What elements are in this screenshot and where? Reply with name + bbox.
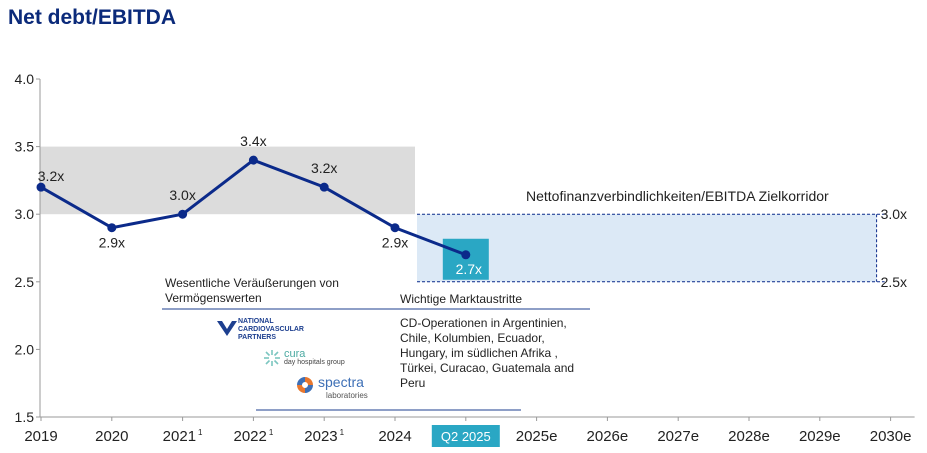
- x-tick-label: 2021 1: [163, 428, 203, 445]
- y-tick-label: 3.5: [15, 139, 35, 155]
- ncp-logo-line1: NATIONAL: [238, 318, 274, 325]
- y-tick-label: 2.0: [15, 341, 35, 357]
- data-point: [36, 182, 46, 192]
- x-tick-superscript: 1: [269, 428, 274, 437]
- latest-value-highlight: [442, 238, 489, 280]
- exits-text: CD-Operationen in Argentinien, Chile, Ko…: [400, 316, 575, 390]
- exits-title: Wichtige Marktaustritte: [400, 292, 523, 306]
- cura-logo-sub: day hospitals group: [284, 359, 345, 366]
- y-tick-label: 3.0: [15, 206, 35, 222]
- data-point: [390, 223, 400, 233]
- spectra-logo-name: spectra: [318, 374, 364, 390]
- data-point: [178, 209, 188, 219]
- cura-logo-name: cura: [284, 348, 306, 360]
- page-title: Net debt/EBITDA: [8, 6, 176, 29]
- x-tick-label: Q2 2025: [441, 429, 491, 444]
- y-tick-label: 2.5: [15, 274, 35, 290]
- x-tick-superscript: 1: [198, 428, 203, 437]
- x-tick-label: 2026e: [587, 428, 629, 445]
- target-corridor-low-label: 2.5x: [881, 274, 907, 290]
- x-tick-highlight: [431, 425, 500, 447]
- data-label: 2.7x: [456, 261, 482, 277]
- data-label: 2.9x: [99, 235, 125, 251]
- x-tick-superscript: 1: [340, 428, 345, 437]
- spectra-logo-icon: [297, 377, 313, 393]
- x-tick-label: 2028e: [728, 428, 770, 445]
- data-label: 2.9x: [382, 235, 408, 251]
- spectra-logo: spectra laboratories: [296, 374, 396, 402]
- ncp-logo-line2: CARDIOVASCULAR: [238, 326, 304, 333]
- cura-logo: cura day hospitals group: [262, 348, 382, 370]
- x-tick-label: 2025e: [516, 428, 558, 445]
- data-point: [319, 182, 329, 192]
- ncp-logo-line3: PARTNERS: [238, 334, 276, 341]
- target-corridor-band: [417, 214, 877, 282]
- x-tick-label: 2023 1: [304, 428, 344, 445]
- x-tick-label: 2029e: [799, 428, 841, 445]
- x-tick-label: 2030e: [870, 428, 912, 445]
- x-tick-label: 2022 1: [233, 428, 273, 445]
- data-label: 3.2x: [311, 160, 337, 176]
- national-cardiovascular-partners-logo: NATIONAL CARDIOVASCULAR PARTNERS: [216, 318, 346, 344]
- data-label: 3.4x: [240, 133, 266, 149]
- y-tick-label: 1.5: [15, 409, 35, 425]
- x-tick-label: 2024: [378, 428, 411, 445]
- target-corridor-high-label: 3.0x: [881, 206, 907, 222]
- x-tick-label: 2027e: [657, 428, 699, 445]
- data-label: 3.2x: [38, 168, 64, 184]
- data-point: [107, 223, 117, 233]
- x-tick-label: 2019: [24, 428, 57, 445]
- y-tick-label: 4.0: [15, 71, 35, 87]
- data-label: 3.0x: [169, 187, 195, 203]
- x-tick-label: 2020: [95, 428, 128, 445]
- data-point: [248, 155, 258, 165]
- cura-logo-icon: [264, 350, 280, 366]
- data-point: [461, 250, 471, 260]
- divestments-title: Wesentliche Veräußerungen von Vermögensw…: [165, 276, 339, 305]
- ncp-logo-icon: [217, 321, 237, 336]
- target-corridor-title: Nettofinanzverbindlichkeiten/EBITDA Ziel…: [526, 188, 829, 204]
- spectra-logo-sub: laboratories: [326, 391, 368, 400]
